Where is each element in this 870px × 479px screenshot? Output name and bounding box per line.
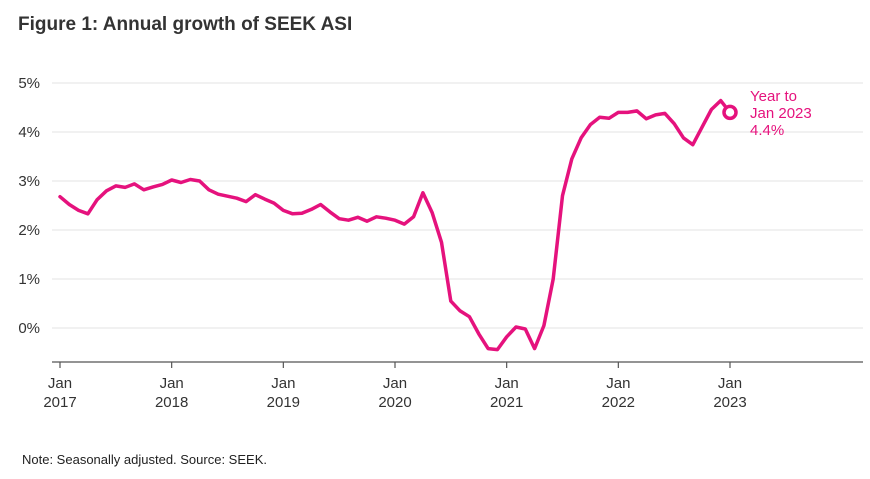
y-tick-label: 2% xyxy=(18,222,40,239)
x-tick-label: Jan xyxy=(495,375,519,392)
y-tick-label: 0% xyxy=(18,320,40,337)
y-tick-label: 5% xyxy=(18,75,40,92)
y-axis-labels: 0% 1% 2% 3% 4% 5% xyxy=(18,75,40,337)
y-tick-label: 3% xyxy=(18,173,40,190)
series-line-0 xyxy=(58,98,732,352)
x-tick-label-year: 2021 xyxy=(490,394,523,411)
x-tick-label-year: 2018 xyxy=(155,394,188,411)
x-tick-label: Jan xyxy=(606,375,630,392)
x-tick-label: Jan xyxy=(383,375,407,392)
x-tick-label-year: 2023 xyxy=(713,394,746,411)
x-tick-label: Jan xyxy=(271,375,295,392)
annotation-label: Jan 2023 xyxy=(750,105,812,122)
chart-title: Figure 1: Annual growth of SEEK ASI xyxy=(18,14,353,35)
latest-point-marker xyxy=(722,104,738,121)
annotation-label: 4.4% xyxy=(750,122,784,139)
source-note: Note: Seasonally adjusted. Source: SEEK. xyxy=(22,452,267,467)
grid-lines xyxy=(52,82,863,329)
x-tick-label: Jan xyxy=(48,375,72,392)
x-tick-label-year: 2017 xyxy=(43,394,76,411)
x-tick-label-year: 2019 xyxy=(267,394,300,411)
x-tick-label-year: 2022 xyxy=(602,394,635,411)
x-tick-label-year: 2020 xyxy=(378,394,411,411)
x-tick-label: Jan xyxy=(718,375,742,392)
y-tick-label: 1% xyxy=(18,271,40,288)
x-tick-label: Jan xyxy=(160,375,184,392)
x-axis: Jan 2017 Jan 2018 Jan 2019 Jan 2020 Jan 2021 Jan 20… xyxy=(43,361,863,411)
annotation-label: Year to xyxy=(750,88,797,105)
y-tick-label: 4% xyxy=(18,124,40,141)
series-layer xyxy=(58,98,732,352)
